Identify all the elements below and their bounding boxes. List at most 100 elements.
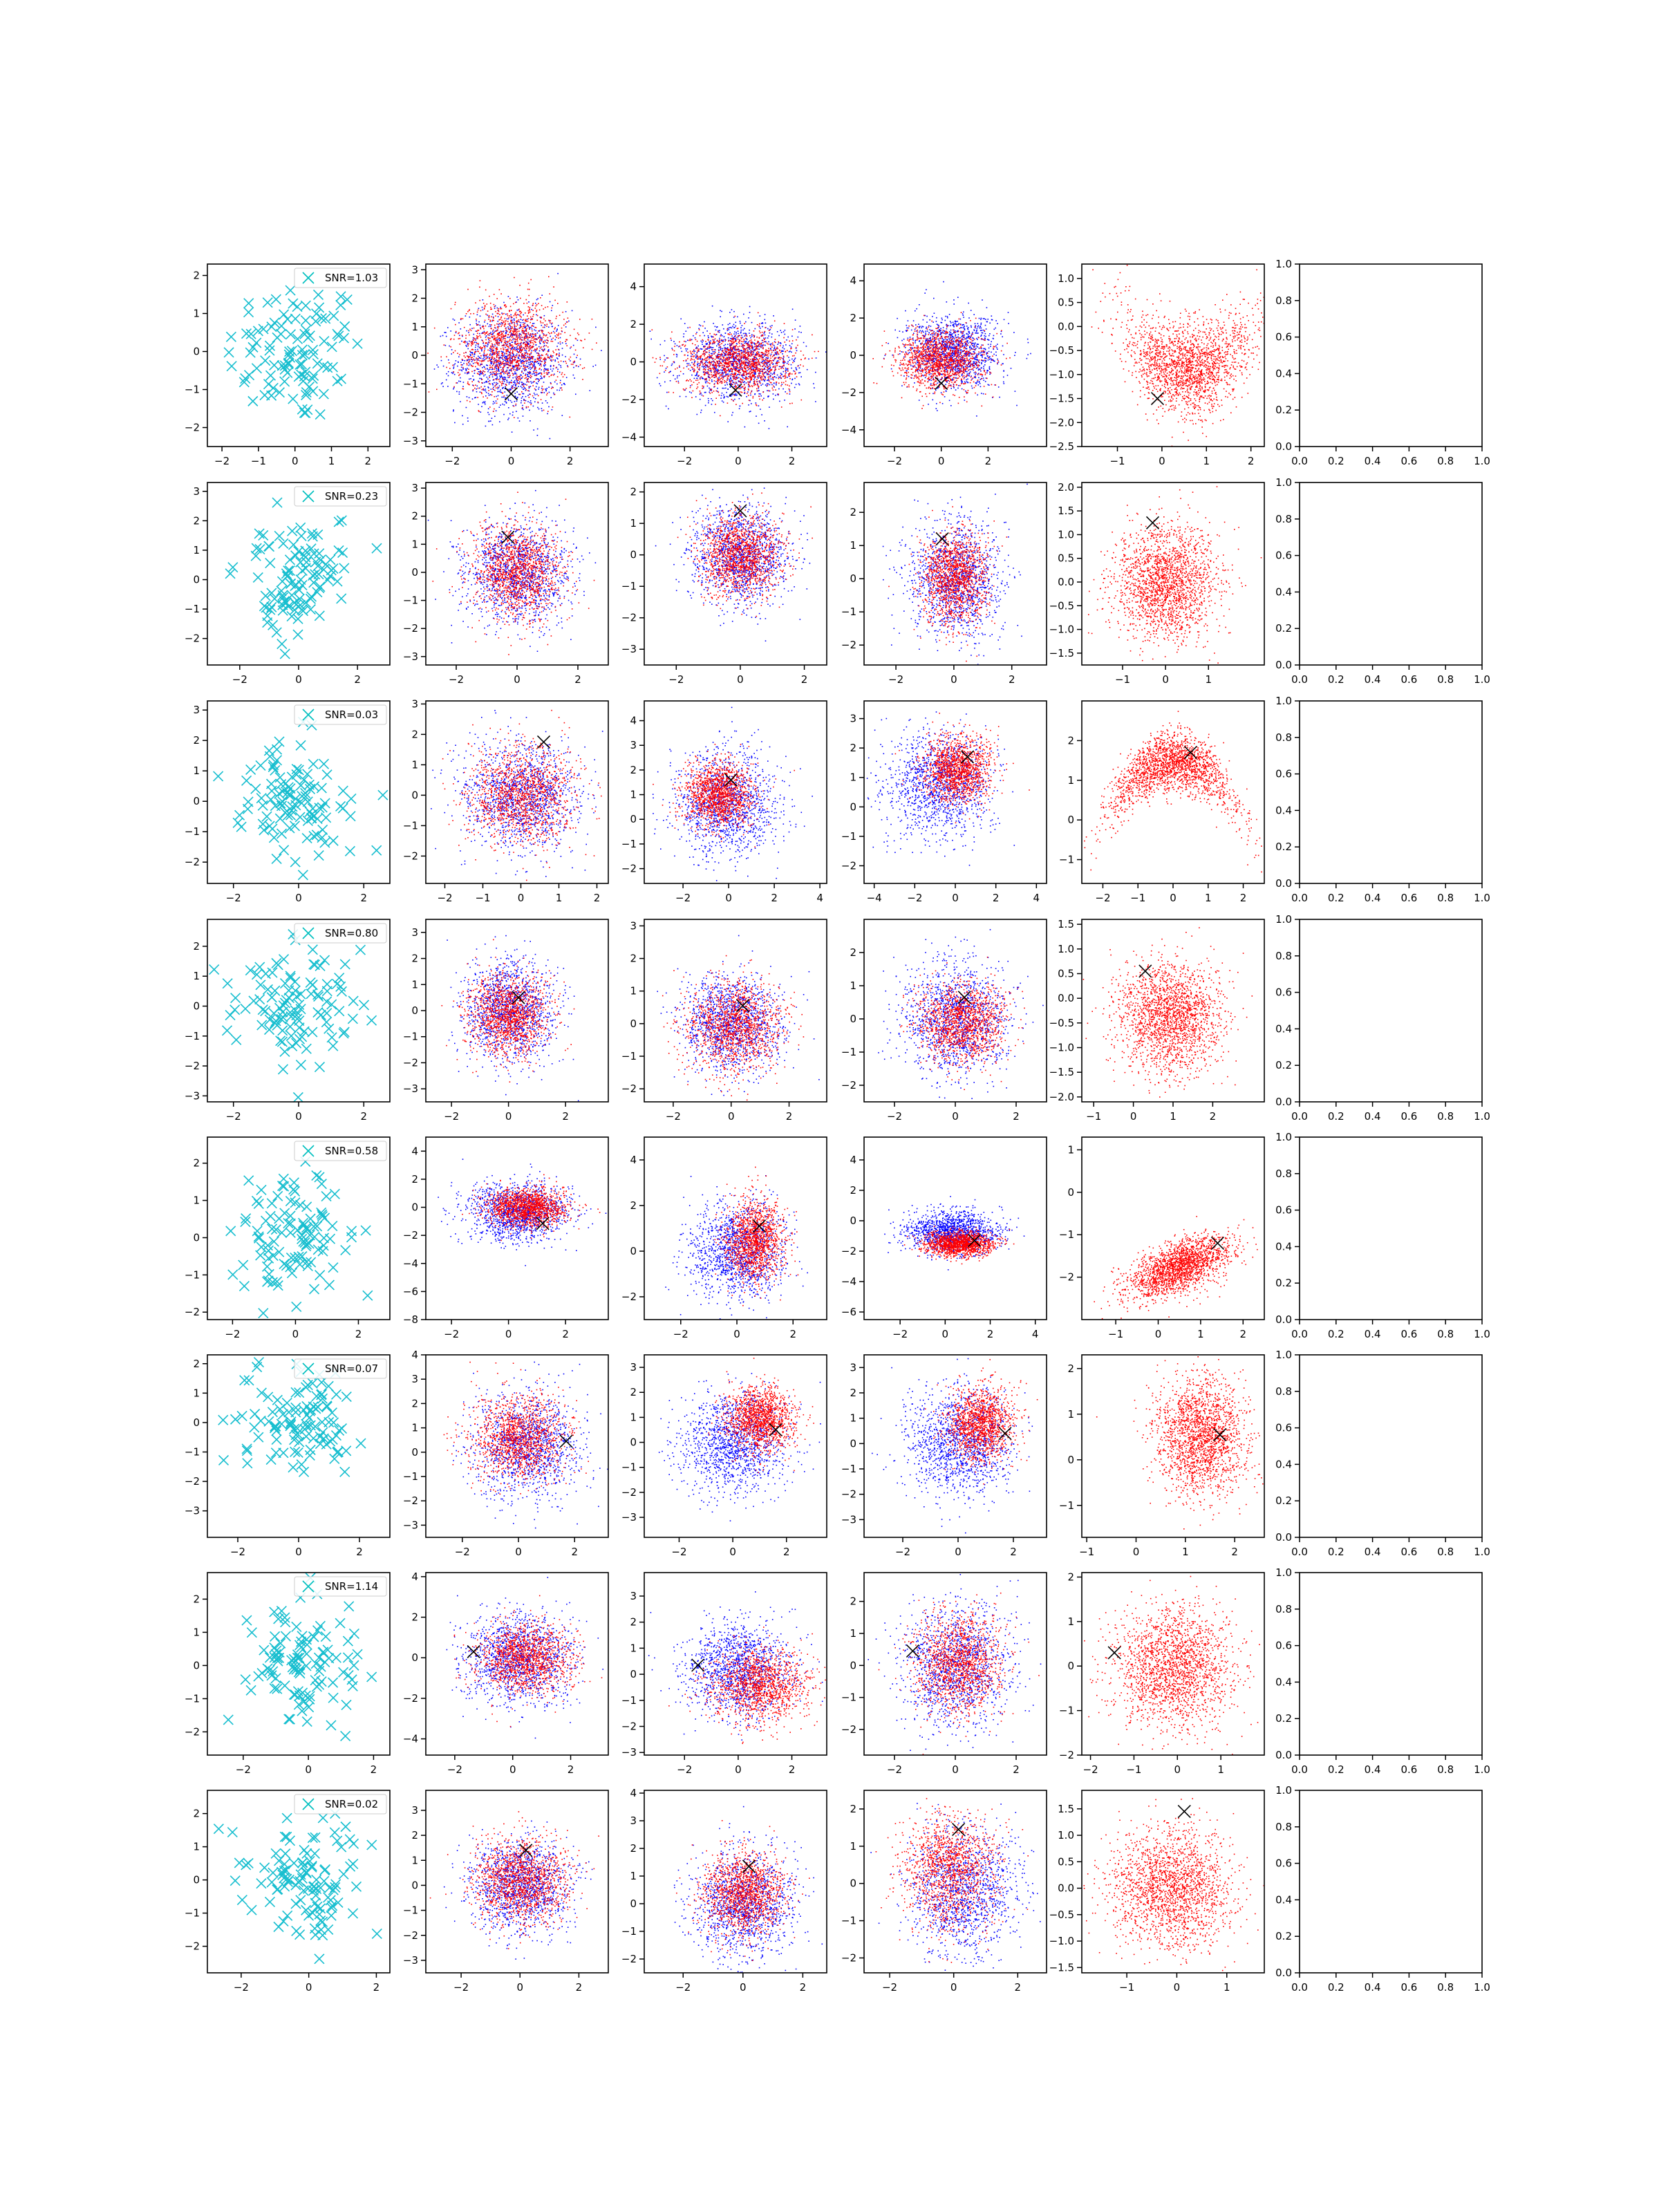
blue-point xyxy=(510,400,512,402)
red-point xyxy=(516,362,518,363)
red-point xyxy=(499,381,500,382)
blue-point xyxy=(566,377,568,378)
blue-point xyxy=(465,373,466,374)
red-point xyxy=(526,348,527,349)
red-point xyxy=(482,379,483,380)
red-point xyxy=(550,383,552,384)
blue-point xyxy=(487,377,488,378)
blue-point xyxy=(517,310,518,311)
blue-point xyxy=(508,351,509,353)
red-point xyxy=(505,323,506,324)
blue-point xyxy=(492,332,494,334)
x-tick-label: 1 xyxy=(328,455,335,467)
red-point xyxy=(462,359,463,360)
red-point xyxy=(494,368,496,370)
blue-point xyxy=(493,404,494,405)
red-point xyxy=(569,359,570,360)
blue-point xyxy=(523,373,524,374)
blue-point xyxy=(516,354,518,355)
blue-point xyxy=(567,365,568,366)
red-point xyxy=(476,343,478,344)
blue-point xyxy=(525,400,527,402)
blue-point xyxy=(503,379,504,381)
red-point xyxy=(521,326,523,328)
blue-point xyxy=(507,337,508,338)
red-point xyxy=(465,338,467,339)
blue-point xyxy=(556,390,558,391)
blue-point xyxy=(442,386,444,387)
red-point xyxy=(444,344,445,346)
red-point xyxy=(485,306,486,308)
blue-point xyxy=(521,382,523,383)
blue-point xyxy=(494,416,496,418)
blue-point xyxy=(505,397,506,399)
red-point xyxy=(485,355,486,356)
blue-point xyxy=(514,384,515,386)
red-point xyxy=(534,361,535,362)
red-point xyxy=(528,318,529,319)
blue-point xyxy=(506,356,507,357)
red-point xyxy=(467,359,468,361)
red-point xyxy=(546,374,547,375)
blue-point xyxy=(514,380,516,382)
red-point xyxy=(500,382,501,383)
red-point xyxy=(546,395,547,396)
blue-point xyxy=(527,319,528,320)
red-point xyxy=(460,319,462,320)
blue-point xyxy=(507,382,508,383)
red-point xyxy=(548,320,550,321)
blue-point xyxy=(541,408,543,409)
blue-point xyxy=(506,364,507,365)
red-point xyxy=(577,365,578,366)
red-point xyxy=(474,313,475,315)
blue-point xyxy=(453,388,454,390)
blue-point xyxy=(504,381,505,382)
red-point xyxy=(550,360,552,362)
red-point xyxy=(480,371,481,372)
blue-point xyxy=(487,412,489,413)
red-point xyxy=(551,355,552,357)
blue-point xyxy=(482,402,484,404)
blue-point xyxy=(572,310,573,312)
red-point xyxy=(480,360,481,362)
blue-point xyxy=(505,371,507,373)
red-point xyxy=(498,358,500,359)
blue-point xyxy=(495,328,496,329)
red-point xyxy=(527,337,528,338)
red-point xyxy=(505,340,506,341)
red-point xyxy=(497,335,498,336)
red-point xyxy=(544,357,545,359)
red-point xyxy=(496,403,498,404)
red-point xyxy=(524,339,525,341)
blue-point xyxy=(548,349,550,350)
red-point xyxy=(514,359,516,360)
blue-point xyxy=(541,388,543,389)
blue-point xyxy=(479,333,480,335)
blue-point xyxy=(512,415,514,416)
blue-point xyxy=(521,377,523,379)
blue-point xyxy=(498,373,500,375)
blue-point xyxy=(562,355,563,356)
blue-point xyxy=(491,362,493,364)
red-point xyxy=(517,348,518,349)
blue-point xyxy=(498,321,499,322)
red-point xyxy=(559,315,561,316)
blue-point xyxy=(525,396,527,397)
red-point xyxy=(481,382,482,384)
blue-point xyxy=(492,314,494,315)
red-point xyxy=(484,308,485,310)
red-point xyxy=(532,340,534,341)
blue-point xyxy=(467,341,468,343)
red-point xyxy=(529,345,531,346)
red-point xyxy=(515,328,516,330)
blue-point xyxy=(557,273,559,274)
blue-point xyxy=(542,402,543,404)
blue-point xyxy=(516,349,518,350)
red-point xyxy=(558,349,559,350)
blue-point xyxy=(484,357,485,358)
blue-point xyxy=(505,356,506,357)
red-point xyxy=(501,337,503,339)
red-point xyxy=(534,350,535,351)
red-point xyxy=(489,348,491,349)
blue-point xyxy=(528,301,529,303)
